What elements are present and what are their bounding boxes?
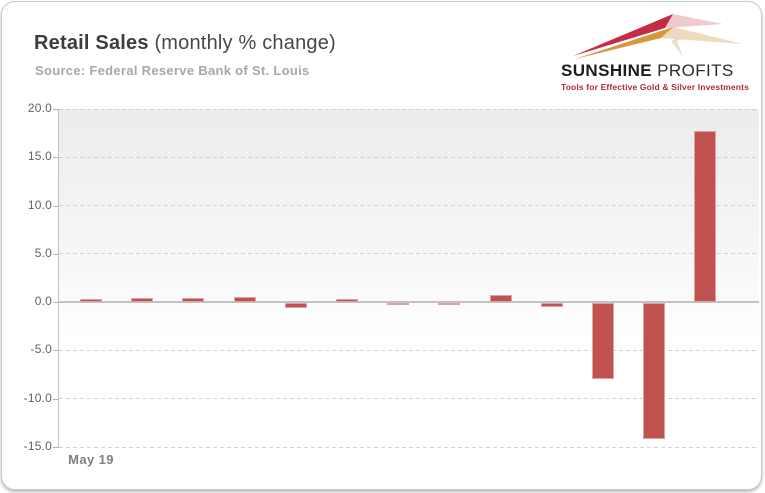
- bar: [387, 303, 410, 306]
- y-axis-tick-label: -10.0: [23, 390, 52, 405]
- bar: [233, 297, 256, 303]
- bar: [694, 131, 717, 303]
- bar: [182, 298, 205, 303]
- y-axis-tick-mark: [53, 350, 59, 352]
- y-axis-tick-mark: [53, 398, 59, 400]
- x-axis-tick-label: May 19: [68, 452, 114, 467]
- y-axis-line: [58, 109, 59, 448]
- y-axis-tick-mark: [53, 253, 59, 255]
- bar: [489, 295, 512, 303]
- y-axis-tick-mark: [53, 109, 59, 110]
- logo-word-sunshine: SUNSHINE: [561, 61, 653, 80]
- gridline: [59, 108, 759, 110]
- y-axis-tick-label: 10.0: [27, 197, 52, 212]
- sunshine-rays-icon: [573, 14, 743, 59]
- bar: [336, 299, 358, 303]
- bar: [643, 303, 666, 440]
- title-main: Retail Sales: [34, 32, 149, 54]
- y-axis-tick-mark: [53, 157, 59, 159]
- y-axis-tick-label: 20.0: [27, 101, 52, 115]
- y-axis-tick-mark: [53, 205, 59, 207]
- gridline: [59, 349, 759, 351]
- gridline: [59, 156, 759, 158]
- y-axis-tick-label: -5.0: [30, 342, 52, 357]
- y-axis-tick-mark: [53, 302, 59, 304]
- y-axis-tick-label: 5.0: [34, 245, 52, 260]
- logo-word-profits: PROFITS: [652, 61, 734, 80]
- page-title: Retail Sales (monthly % change): [34, 32, 336, 55]
- gridline: [59, 253, 759, 255]
- logo-wordmark: SUNSHINE PROFITS: [561, 61, 747, 81]
- bar: [438, 303, 461, 306]
- source-caption: Source: Federal Reserve Bank of St. Loui…: [35, 63, 310, 78]
- bar: [540, 303, 563, 307]
- bar-chart-plot-area: [59, 108, 759, 448]
- sunshine-profits-logo: SUNSHINE PROFITS Tools for Effective Gol…: [561, 10, 749, 92]
- gridline: [59, 205, 759, 207]
- zero-baseline: [59, 301, 759, 304]
- gridline: [59, 446, 759, 448]
- bar: [80, 299, 102, 303]
- title-qualifier: (monthly % change): [148, 32, 336, 54]
- y-axis-tick-label: 15.0: [27, 149, 52, 164]
- y-axis-tick-mark: [53, 447, 59, 448]
- bar: [284, 303, 307, 308]
- y-axis-tick-label: 0.0: [34, 294, 52, 309]
- logo-tagline: Tools for Effective Gold & Silver Invest…: [561, 82, 749, 92]
- gridline: [59, 398, 759, 400]
- bar: [592, 303, 614, 380]
- y-axis-tick-label: -15.0: [23, 439, 52, 453]
- bar: [131, 298, 154, 303]
